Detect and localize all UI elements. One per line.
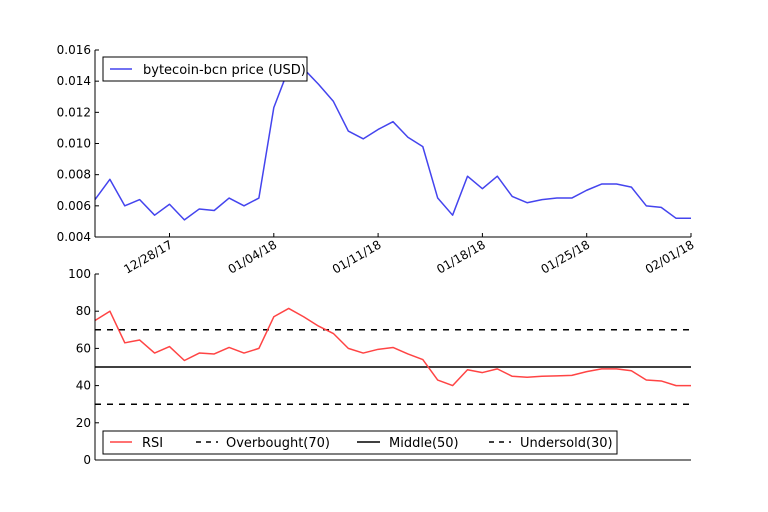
price-x-tick-label: 01/11/18 — [330, 237, 384, 276]
rsi-series-line — [94, 307, 691, 387]
overbought-legend-label: Overbought(70) — [226, 436, 330, 451]
price-legend-box — [102, 56, 308, 82]
rsi-y-axis: 0 20 40 60 80 100 — [68, 267, 99, 467]
middle-legend-label: Middle(50) — [389, 436, 459, 451]
price-y-axis: 0.004 0.006 0.008 0.010 0.012 0.014 0.016 — [57, 43, 99, 244]
rsi-legend: RSI Overbought(70) Middle(50) Undersold(… — [102, 430, 618, 455]
price-plot-area — [94, 67, 691, 221]
price-y-tick-label: 0.010 — [57, 137, 91, 151]
rsi-reference-lines — [95, 329, 691, 405]
price-x-tick-label: 02/01/18 — [643, 237, 697, 276]
price-x-tick-label: 01/04/18 — [226, 237, 280, 276]
rsi-plot-area — [94, 307, 691, 387]
price-y-tick-label: 0.004 — [57, 230, 91, 244]
rsi-y-tick-label: 20 — [76, 416, 91, 430]
rsi-y-tick-label: 0 — [83, 453, 91, 467]
price-series-line — [94, 67, 691, 221]
price-x-tick-label: 01/18/18 — [434, 237, 488, 276]
price-x-tick-label: 12/28/17 — [121, 237, 175, 276]
price-y-tick-label: 0.014 — [57, 74, 91, 88]
price-y-tick-label: 0.006 — [57, 199, 91, 213]
price-y-tick-label: 0.008 — [57, 168, 91, 182]
price-legend-label: bytecoin-bcn price (USD) — [143, 63, 306, 78]
price-panel: 0.004 0.006 0.008 0.010 0.012 0.014 0.016 12/2… — [57, 43, 697, 277]
price-legend: bytecoin-bcn price (USD) — [102, 56, 308, 82]
price-x-tick-label: 01/25/18 — [539, 237, 593, 276]
price-y-tick-label: 0.016 — [57, 43, 91, 57]
rsi-y-tick-label: 60 — [76, 341, 91, 355]
rsi-legend-label: RSI — [142, 436, 163, 451]
price-x-axis: 12/28/17 01/04/18 01/11/18 01/18/18 01/25/18… — [121, 233, 697, 277]
undersold-legend-label: Undersold(30) — [520, 436, 613, 451]
rsi-y-tick-label: 80 — [76, 304, 91, 318]
rsi-y-tick-label: 40 — [76, 379, 91, 393]
rsi-panel: 0 20 40 60 80 100 RSI Overbought(70) Middle(5… — [68, 267, 691, 467]
rsi-y-tick-label: 100 — [68, 267, 91, 281]
price-y-tick-label: 0.012 — [57, 105, 91, 119]
